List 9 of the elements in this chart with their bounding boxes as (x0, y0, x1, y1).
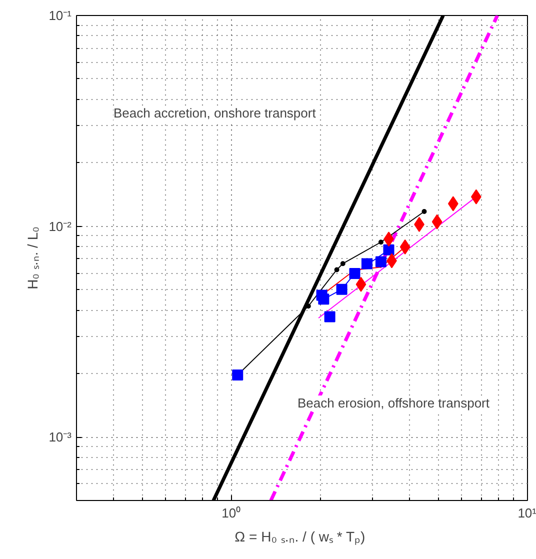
x-axis-title: Ω = H₀ ₛ.ₙ. / ( wₛ * Tₚ) (234, 528, 366, 546)
y-tick-label: 10⁻³ (48, 430, 72, 445)
annotation: Beach erosion, offshore transport (298, 396, 490, 410)
y-tick-label: 10⁻¹ (48, 8, 72, 23)
x-tick-label: 10⁰ (222, 506, 242, 520)
annotation: Beach accretion, onshore transport (114, 106, 316, 120)
y-axis-title: H₀ ₛ.ₙ. / L₀ (24, 226, 41, 290)
x-tick-label: 10¹ (518, 506, 536, 520)
y-tick-label: 10⁻² (48, 218, 72, 234)
